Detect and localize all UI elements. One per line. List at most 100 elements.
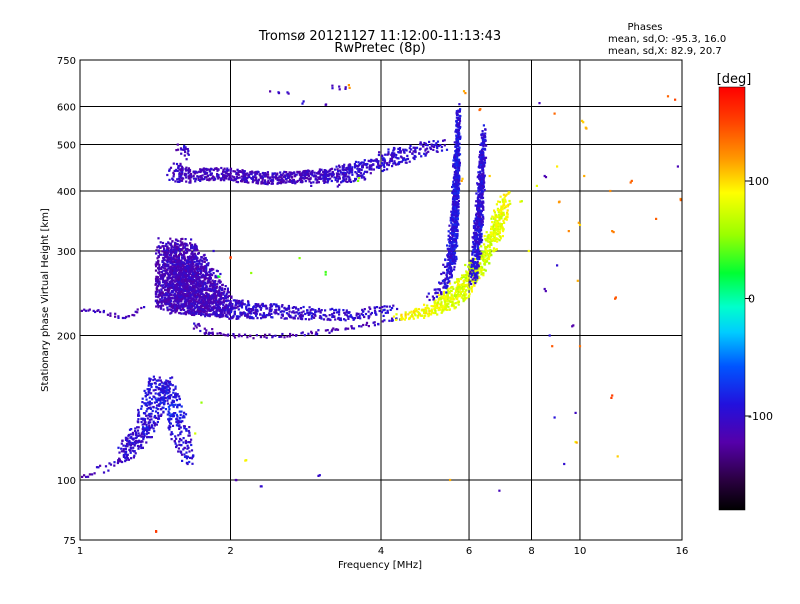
echo-point <box>452 288 454 290</box>
echo-point <box>216 290 218 292</box>
echo-point <box>137 308 139 310</box>
echo-point <box>117 447 119 449</box>
echo-point <box>165 243 167 245</box>
echo-point <box>213 293 215 295</box>
echo-point <box>148 421 150 423</box>
echo-point <box>477 205 479 207</box>
echo-point <box>206 259 208 261</box>
echo-point <box>413 311 415 313</box>
echo-point <box>463 280 465 282</box>
echo-point <box>204 315 206 317</box>
echo-point <box>188 426 190 428</box>
echo-point <box>470 283 472 285</box>
echo-point <box>249 316 251 318</box>
echo-point <box>165 397 167 399</box>
echo-point <box>405 313 407 315</box>
echo-point <box>223 292 225 294</box>
echo-point <box>145 441 147 443</box>
echo-point <box>180 242 182 244</box>
echo-point <box>168 389 170 391</box>
echo-point <box>473 263 475 265</box>
echo-point <box>197 290 199 292</box>
echo-point <box>180 414 182 416</box>
echo-point <box>474 279 476 281</box>
echo-point <box>187 265 189 267</box>
echo-point <box>497 224 499 226</box>
echo-point <box>173 287 175 289</box>
echo-point <box>260 309 262 311</box>
echo-point <box>371 312 373 314</box>
echo-point <box>158 295 160 297</box>
echo-point <box>178 444 180 446</box>
echo-point <box>471 289 473 291</box>
echo-point <box>489 252 491 254</box>
echo-point <box>171 431 173 433</box>
echo-point <box>156 263 158 265</box>
echo-point <box>135 431 137 433</box>
echo-point <box>190 444 192 446</box>
echo-point <box>169 285 171 287</box>
echo-point <box>467 286 469 288</box>
echo-point <box>458 304 460 306</box>
echo-point <box>157 306 159 308</box>
echo-point <box>234 305 236 307</box>
echo-point <box>488 258 490 260</box>
echo-point <box>186 299 188 301</box>
echo-point <box>428 293 430 295</box>
echo-point <box>181 261 183 263</box>
echo-point <box>274 335 276 337</box>
echo-point <box>479 202 481 204</box>
echo-point <box>338 313 340 315</box>
echo-point <box>227 296 229 298</box>
echo-point <box>163 284 165 286</box>
echo-point <box>458 177 460 179</box>
echo-point <box>457 181 459 183</box>
echo-point <box>156 286 158 288</box>
echo-point <box>440 291 442 293</box>
echo-point <box>162 407 164 409</box>
echo-point <box>453 295 455 297</box>
echo-point <box>142 426 144 428</box>
echo-point <box>464 297 466 299</box>
echo-point <box>335 309 337 311</box>
echo-point <box>344 314 346 316</box>
echo-point <box>223 301 225 303</box>
echo-point <box>482 274 484 276</box>
echo-point <box>195 280 197 282</box>
echo-point <box>191 463 193 465</box>
echo-point <box>155 278 157 280</box>
echo-point <box>288 308 290 310</box>
echo-point <box>270 313 272 315</box>
echo-point <box>194 270 196 272</box>
echo-point <box>477 200 479 202</box>
echo-point <box>455 306 457 308</box>
echo-point <box>475 225 477 227</box>
echo-point <box>201 256 203 258</box>
echo-point <box>456 188 458 190</box>
echo-point <box>156 424 158 426</box>
echo-point <box>146 408 148 410</box>
echo-point <box>489 239 491 241</box>
echo-point <box>169 377 171 379</box>
echo-point <box>187 441 189 443</box>
echo-point <box>452 249 454 251</box>
echo-point <box>236 315 238 317</box>
echo-point <box>130 428 132 430</box>
echo-point <box>503 194 505 196</box>
echo-point <box>196 312 198 314</box>
echo-point <box>193 328 195 330</box>
echo-point <box>226 316 228 318</box>
chart-subtitle: RwPretec (8p) <box>334 41 425 56</box>
echo-point <box>497 209 499 211</box>
echo-point <box>129 437 131 439</box>
echo-point <box>328 332 330 334</box>
echo-point <box>221 301 223 303</box>
echo-point <box>204 257 206 259</box>
echo-point <box>478 214 480 216</box>
echo-point <box>324 309 326 311</box>
echo-point <box>451 253 453 255</box>
echo-point <box>329 314 331 316</box>
echo-point <box>191 457 193 459</box>
echo-point <box>133 314 135 316</box>
echo-point <box>202 311 204 313</box>
